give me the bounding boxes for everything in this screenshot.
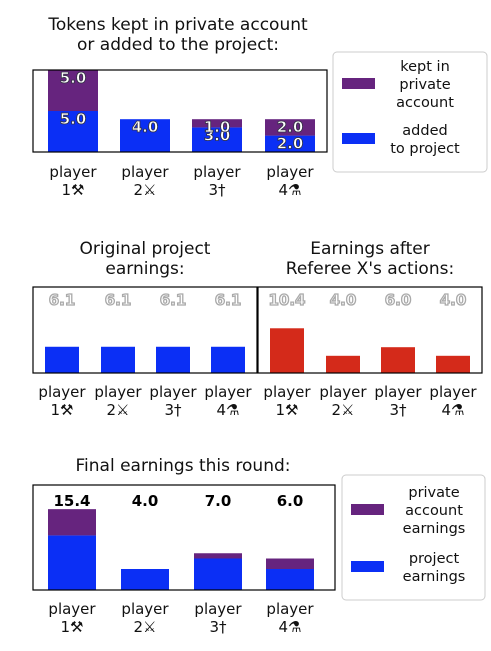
bar [45,346,79,373]
total-label: 4.0 [132,492,159,510]
chart-title: Original project earnings: [80,239,211,279]
plot-frame [32,286,258,374]
bar-segment [48,70,98,111]
x-tick-label: player 1⚒ [38,383,86,419]
x-tick-label: player 2⚔ [121,163,169,199]
bar [101,346,135,373]
value-label: 6.1 [215,291,242,309]
x-tick-label: player 3† [149,383,197,419]
value-label: 2.0 [277,118,304,136]
bar [156,346,190,373]
value-label: 1.0 [204,118,231,136]
value-label: 5.0 [60,69,87,87]
plot-frame [32,69,328,153]
bar-segment [266,569,314,590]
bar-segment [194,558,242,590]
bar [436,355,470,373]
legend-swatch [342,133,375,144]
chart-title: Final earnings this round: [76,456,291,476]
legend-label: private account earnings [403,485,466,537]
x-tick-label: player 4⚗ [266,600,314,636]
total-label: 15.4 [53,492,90,510]
legend-swatch [351,504,384,515]
total-label: 7.0 [205,492,232,510]
chart-title: Earnings after Referee X's actions: [286,239,454,279]
bar-segment [265,119,315,136]
bar [326,355,360,373]
x-tick-label: player 4⚗ [266,163,314,199]
x-tick-label: player 3† [374,383,422,419]
bar-segment [265,135,315,152]
value-label: 4.0 [440,291,467,309]
bar-segment [48,509,96,536]
bar-segment [266,558,314,569]
x-tick-label: player 2⚔ [121,600,169,636]
value-label: 10.4 [268,291,305,309]
value-label: 2.0 [277,135,304,153]
bar-segment [48,111,98,152]
value-label: 4.0 [132,118,159,136]
chart-title: Tokens kept in private account or added t… [47,15,308,55]
value-label: 6.1 [160,291,187,309]
value-label: 6.1 [49,291,76,309]
bar-segment [120,119,170,152]
value-label: 4.0 [330,291,357,309]
x-tick-label: player 3† [194,600,242,636]
x-tick-label: player 1⚒ [49,163,97,199]
bar-segment [48,535,96,590]
x-tick-label: player 1⚒ [263,383,311,419]
x-tick-label: player 4⚗ [429,383,477,419]
bar-segment [192,127,242,152]
value-label: 5.0 [60,110,87,128]
total-label: 6.0 [277,492,304,510]
value-label: 6.0 [385,291,412,309]
x-tick-label: player 1⚒ [48,600,96,636]
x-tick-label: player 2⚔ [94,383,142,419]
bar [270,328,304,373]
x-tick-label: player 2⚔ [319,383,367,419]
value-label: 6.1 [105,291,132,309]
x-tick-label: player 3† [193,163,241,199]
bar [211,346,245,373]
bar-segment [121,569,169,590]
plot-frame [32,484,336,591]
legend-label: added to project [390,123,460,157]
plot-frame [257,286,483,374]
legend-swatch [351,561,384,572]
bar-segment [192,119,242,128]
x-tick-label: player 4⚗ [204,383,252,419]
bar-segment [194,553,242,559]
legend-swatch [342,78,375,89]
legend-label: kept in private account [396,59,454,111]
legend-label: project earnings [403,551,466,585]
bar [381,347,415,373]
value-label: 3.0 [204,126,231,144]
